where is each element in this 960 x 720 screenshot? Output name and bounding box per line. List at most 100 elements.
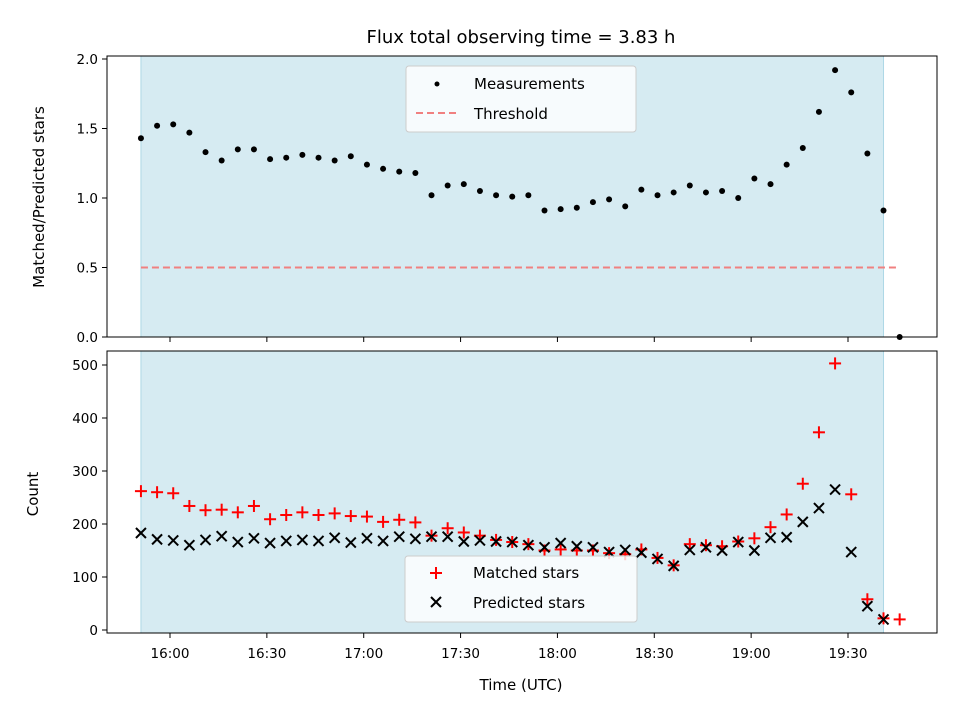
bottom-plot-frame <box>106 350 938 634</box>
predicted-star-point <box>522 539 535 551</box>
matched-star-point <box>344 510 357 523</box>
predicted-star-point <box>732 536 744 548</box>
measurement-point <box>670 189 677 196</box>
top-y-tick-label: 0.5 <box>77 261 98 277</box>
predicted-star-point <box>587 541 599 554</box>
matched-star-point <box>151 486 164 499</box>
matched-star-point <box>409 516 422 529</box>
measurement-point <box>476 188 483 195</box>
measurement-point <box>525 192 532 199</box>
measurement-point <box>428 192 435 199</box>
bottom-panel: 0 100 200 300 400 500 16:00 16:30 17:00 17:30 18:… <box>24 350 938 694</box>
predicted-star-point <box>425 531 438 543</box>
measurement-point <box>315 154 322 161</box>
measurement-point <box>186 129 193 136</box>
measurement-point <box>396 168 403 175</box>
predicted-star-point <box>361 532 373 545</box>
measurement-point <box>218 157 225 164</box>
matched-star-point <box>829 357 842 370</box>
measurement-point <box>702 189 709 196</box>
matched-star-point <box>134 485 147 498</box>
predicted-star-point <box>151 533 163 546</box>
measurement-point <box>412 169 419 176</box>
predicted-star-point <box>554 537 567 549</box>
matched-star-point <box>796 477 809 490</box>
matched-star-point <box>699 539 712 552</box>
predicted-star-point <box>716 544 728 557</box>
measurement-point <box>638 186 645 193</box>
measurement-point <box>880 207 887 214</box>
predicted-star-point <box>684 544 696 556</box>
bottom-y-tick-label: 200 <box>72 517 98 533</box>
measurement-point <box>815 108 822 115</box>
measurement-point <box>783 161 790 168</box>
matched-star-point <box>457 526 470 539</box>
measurement-point <box>654 192 661 199</box>
measurement-point <box>541 207 548 214</box>
predicted-star-point <box>538 541 551 554</box>
bottom-legend: Matched stars Predicted stars <box>404 555 638 623</box>
matched-star-point <box>183 499 196 512</box>
matched-star-point <box>312 508 325 521</box>
predicted-star-point <box>167 534 179 547</box>
measurement-point <box>686 182 693 189</box>
bottom-legend-box <box>404 555 638 623</box>
bottom-y-tick-label: 300 <box>72 464 98 480</box>
matched-star-point <box>215 503 228 516</box>
predicted-star-point <box>232 536 244 548</box>
predicted-star-point <box>328 532 341 544</box>
measurements-legend-label: Measurements <box>474 75 585 93</box>
bottom-y-axis-label: Count <box>24 472 42 517</box>
predicted-star-point <box>183 539 196 551</box>
predicted-star-point <box>635 546 648 559</box>
measurement-point <box>154 122 161 129</box>
top-legend-box <box>405 65 637 133</box>
matched-star-point <box>360 510 373 523</box>
top-y-axis-label: Matched/Predicted stars <box>30 106 48 288</box>
predicted-star-point <box>441 531 454 543</box>
matched-star-point <box>845 488 858 501</box>
predicted-star-point <box>215 530 228 542</box>
predicted-star-point <box>345 536 357 549</box>
x-tick-label: 18:00 <box>538 646 577 662</box>
matched-legend-label: Matched stars <box>473 564 579 582</box>
matched-star-point <box>780 508 793 521</box>
measurement-point <box>444 182 451 189</box>
predicted-star-point <box>845 546 857 558</box>
predicted-star-point <box>409 533 422 545</box>
matched-legend-marker <box>430 567 442 579</box>
predicted-star-point <box>764 532 777 544</box>
predicted-star-point <box>393 531 405 543</box>
chart-title: Flux total observing time = 3.83 h <box>367 27 676 48</box>
matched-star-point <box>554 543 567 556</box>
predicted-star-point <box>861 600 874 612</box>
predicted-star-point <box>377 535 389 547</box>
matched-star-point <box>683 538 696 551</box>
measurement-point <box>363 161 370 168</box>
measurement-point <box>331 157 338 164</box>
matched-star-point <box>748 532 761 545</box>
x-tick-label: 16:30 <box>247 646 286 662</box>
measurement-point <box>460 181 467 188</box>
predicted-star-point <box>667 560 680 572</box>
predicted-star-point <box>248 532 260 545</box>
matched-star-point <box>377 515 390 528</box>
measurement-point <box>799 144 806 151</box>
measurement-point <box>299 151 306 158</box>
matched-star-point <box>231 506 244 519</box>
predicted-star-point <box>296 534 309 546</box>
measurement-point <box>751 175 758 182</box>
measurement-point <box>250 146 257 153</box>
predicted-star-point <box>490 535 502 548</box>
measurement-point <box>719 188 726 195</box>
measurement-point <box>234 146 241 153</box>
predicted-star-point <box>280 535 292 547</box>
top-plot-frame <box>106 55 938 338</box>
top-y-tick-label: 1.0 <box>77 191 98 207</box>
matched-star-point <box>264 513 277 526</box>
predicted-star-point <box>312 535 325 547</box>
measurement-point <box>267 156 274 163</box>
predicted-star-point <box>603 546 615 558</box>
top-panel: Flux total observing time = 3.83 h 0.0 0.… <box>30 27 938 346</box>
measurement-point <box>606 196 613 203</box>
